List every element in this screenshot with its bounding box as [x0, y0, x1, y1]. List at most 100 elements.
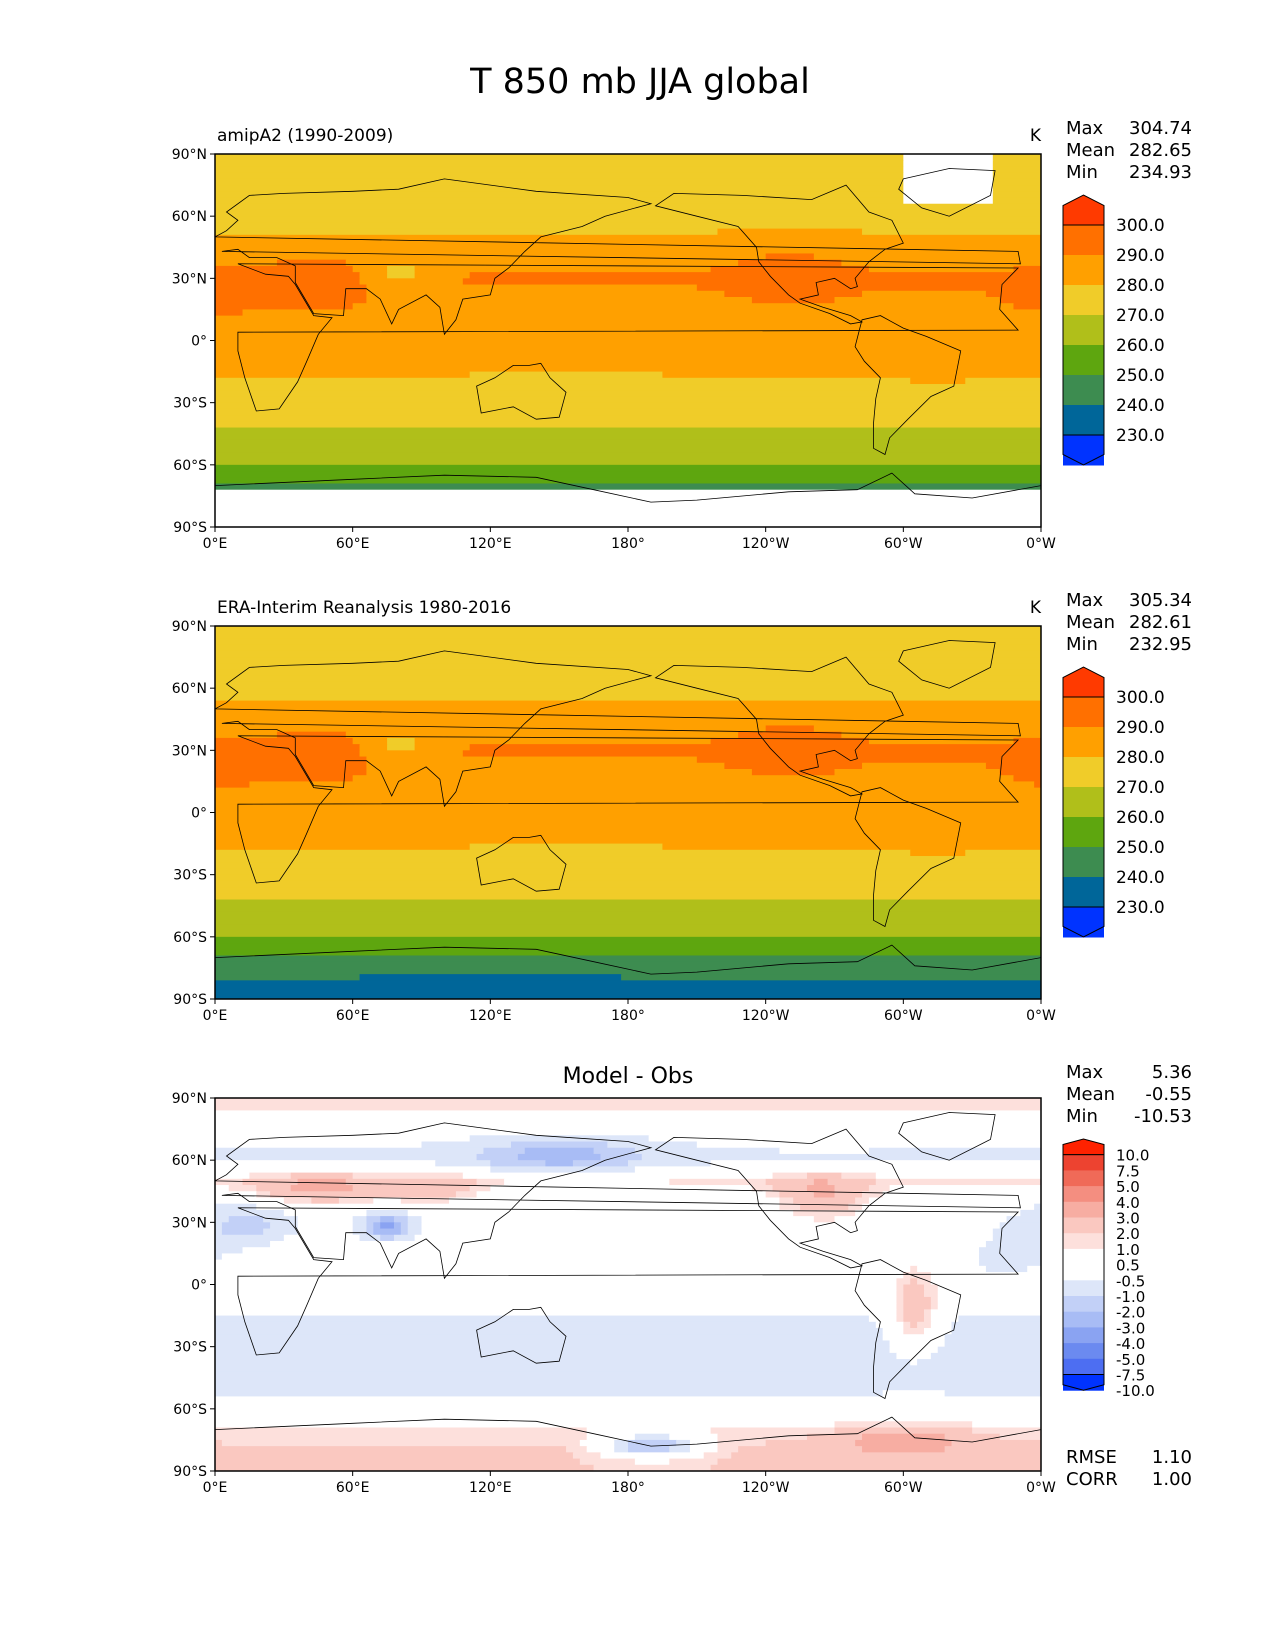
colorbar-tick-label: 240.0 — [1116, 868, 1165, 888]
field-cell — [930, 1321, 953, 1329]
field-cell — [813, 725, 1041, 733]
field-cell — [215, 1098, 1041, 1105]
field-cell — [800, 1203, 849, 1211]
coastline-australia — [476, 834, 567, 892]
field-cell — [862, 1433, 946, 1441]
field-cell — [903, 178, 994, 186]
field-cell — [930, 1296, 939, 1304]
field-cell — [992, 1234, 1041, 1242]
coastlines — [215, 1112, 1041, 1471]
y-tick-label: 30°S — [173, 396, 207, 412]
field-cell — [449, 1197, 781, 1205]
field-cell — [1013, 265, 1041, 273]
field-cell — [215, 1396, 1041, 1404]
colorbar-tick-label: 230.0 — [1116, 898, 1165, 918]
field-cell — [215, 284, 368, 292]
field-cell — [985, 1240, 1041, 1248]
coastline-antarctica — [215, 944, 1041, 999]
field-cell — [862, 1446, 946, 1453]
field-cell — [366, 1209, 409, 1217]
colorbar-tick-label: -1.0 — [1116, 1288, 1145, 1306]
field-cell — [738, 259, 842, 267]
field-cell — [366, 768, 753, 776]
field-cell — [634, 1458, 670, 1466]
field-cell — [400, 1197, 450, 1205]
field-cell — [215, 837, 1041, 845]
coastline-namerica — [654, 184, 904, 325]
field-cell — [215, 781, 251, 789]
field-cell — [215, 502, 1041, 509]
field-cell — [215, 856, 1041, 863]
colorbar-tick-label: -5.0 — [1116, 1351, 1145, 1369]
field-cell — [628, 1446, 670, 1453]
field-cell — [215, 1321, 877, 1329]
field-cell — [841, 1172, 877, 1180]
colorbar-tick-label: 270.0 — [1116, 306, 1165, 326]
field-cell — [215, 371, 471, 379]
field-cell — [896, 1284, 904, 1292]
field-cell — [462, 278, 1041, 286]
field-cell — [215, 178, 904, 186]
field-cell — [779, 1147, 870, 1155]
y-tick-label: 60°S — [173, 930, 207, 946]
field-cell — [215, 1359, 911, 1366]
field-cell — [834, 1191, 863, 1199]
field-cell — [215, 1464, 595, 1471]
field-cell — [992, 160, 1041, 168]
field-cell — [717, 228, 863, 236]
field-cell — [469, 843, 664, 851]
panel-diff: Model - Obs Max 5.36 Mean -0.55 Min -10.… — [172, 1062, 1192, 1496]
field-cell — [937, 1296, 1041, 1304]
field-cell — [958, 1315, 1041, 1323]
stat-min-label: Min — [1066, 162, 1098, 183]
units-label: K — [1030, 598, 1042, 618]
field-cell — [366, 1228, 374, 1236]
field-cell — [215, 427, 1041, 435]
field-cell — [930, 1352, 1041, 1360]
field-cell — [662, 371, 1041, 379]
panel-title: Model - Obs — [563, 1064, 694, 1089]
field-cell — [813, 253, 1041, 261]
field-cell — [641, 1153, 1041, 1161]
field-cell — [710, 1427, 836, 1435]
field-cell — [662, 843, 1041, 851]
field-cell — [944, 1390, 1041, 1397]
field-cell — [215, 675, 1041, 683]
colorbar-tick-label: -2.0 — [1116, 1304, 1145, 1322]
field-cell — [834, 1421, 973, 1429]
field-cell — [621, 974, 1041, 981]
colorbar-tick-label: -10.0 — [1116, 1382, 1155, 1400]
y-tick-label: 90°N — [172, 1091, 207, 1107]
field-cell — [215, 290, 368, 298]
field-cell — [215, 905, 1041, 913]
field-cell — [421, 1228, 994, 1236]
coastline-samerica — [854, 315, 962, 456]
colorbar-segment — [1063, 847, 1104, 878]
field-cell — [256, 1203, 781, 1211]
field-cell — [896, 1352, 932, 1360]
field-cell — [1034, 1203, 1041, 1211]
field-cell — [593, 1147, 636, 1155]
field-cell — [469, 1185, 491, 1192]
field-cell — [215, 1104, 1041, 1112]
y-tick-label: 30°N — [172, 1215, 207, 1231]
colorbar-segment — [1063, 727, 1104, 758]
field-cell — [352, 1172, 464, 1180]
field-cell — [882, 1334, 946, 1342]
field-cell — [215, 477, 1041, 485]
field-cell — [215, 986, 1041, 994]
field-cell — [215, 930, 1041, 938]
field-cell — [923, 1309, 932, 1317]
field-cell — [215, 762, 368, 770]
field-cell — [490, 1160, 546, 1167]
y-tick-label: 60°N — [172, 681, 207, 697]
x-tick-label: 120°E — [469, 1480, 512, 1496]
x-tick-label: 120°E — [469, 1008, 512, 1024]
field-cell — [215, 1141, 423, 1149]
colorbar-tick-label: 4.0 — [1116, 1194, 1140, 1212]
field-cell — [462, 750, 1041, 758]
field-cell — [903, 1309, 925, 1317]
field-cell — [841, 731, 1041, 739]
field-cell — [380, 1216, 395, 1223]
coastline-greenland — [898, 1112, 996, 1161]
